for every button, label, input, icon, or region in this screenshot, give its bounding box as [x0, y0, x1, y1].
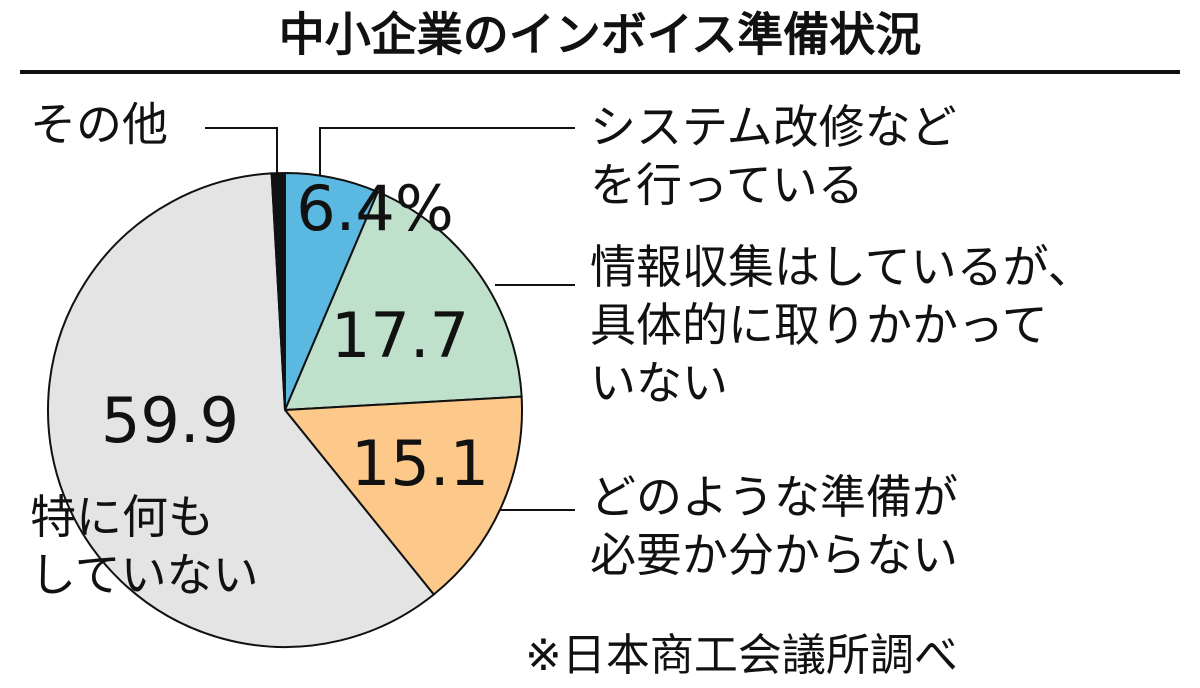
pie-slice — [283, 190, 523, 412]
pie-slice — [282, 395, 523, 596]
leader-line — [205, 127, 278, 175]
chart-title: 中小企業のインボイス準備状況 — [279, 8, 922, 62]
source-note: ※日本商工会議所調べ — [525, 630, 958, 681]
value-label: 6.4% — [296, 172, 454, 245]
pie-slice — [270, 171, 286, 411]
category-label: その他 — [30, 98, 168, 152]
leader-line — [319, 127, 575, 175]
value-label: 17.7 — [331, 299, 469, 372]
category-label: 特に何もしていない — [30, 490, 259, 602]
pie-slice — [47, 172, 436, 648]
value-label: 15.1 — [351, 427, 489, 500]
category-label: 情報収集はしているが、具体的に取りかかっていない — [590, 240, 1094, 410]
value-label: 59.9 — [101, 384, 239, 457]
category-label: システム改修などを行っている — [590, 100, 957, 212]
category-label: どのような準備が必要か分からない — [590, 470, 958, 582]
